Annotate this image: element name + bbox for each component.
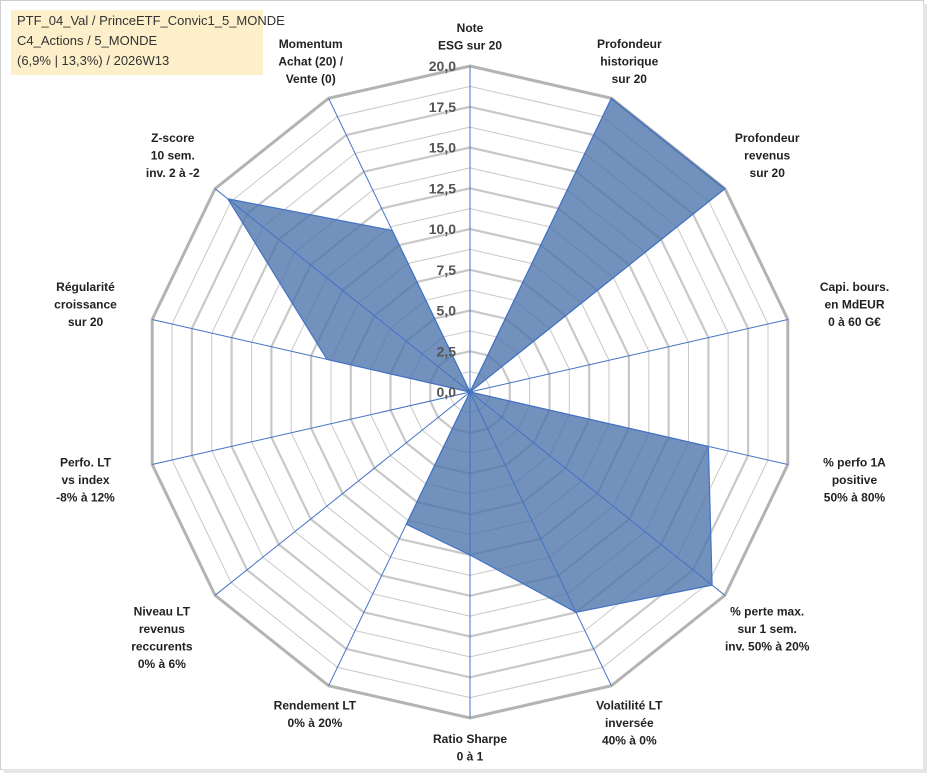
axis-label-line: -8% à 12% <box>56 491 115 505</box>
axis-label: Ratio Sharpe 0 à 1 <box>433 732 507 764</box>
axis-label-line: historique <box>600 55 658 69</box>
radial-tick-label: 2,5 <box>437 343 457 359</box>
axis-label-line: en MdEUR <box>825 298 885 312</box>
frame-shadow-bottom <box>4 769 927 773</box>
axis-label-line: Profondeur <box>597 37 662 51</box>
axis-label: Régularité croissance sur 20 <box>54 280 117 329</box>
axis-label-line: sur 20 <box>68 315 104 329</box>
radial-tick-label: 15,0 <box>429 140 456 156</box>
axis-label-line: inv. 2 à -2 <box>146 166 200 180</box>
axis-label-line: sur 20 <box>750 166 786 180</box>
axis-label-line: sur 20 <box>612 72 648 86</box>
axis-label-line: revenus <box>744 148 790 162</box>
data-series-area <box>227 97 726 613</box>
axis-label-line: croissance <box>54 298 117 312</box>
axis-label-line: Note <box>457 21 484 35</box>
axis-label-line: Niveau LT <box>134 605 191 619</box>
radial-tick-label: 17,5 <box>429 99 456 115</box>
axis-label-line: 0 à 1 <box>457 750 484 764</box>
radar-axis-spoke <box>469 319 788 393</box>
title-line-1: PTF_04_Val / PrinceETF_Convic1_5_MONDE <box>17 13 285 28</box>
axis-label: % perte max. sur 1 sem. inv. 50% à 20% <box>725 605 810 654</box>
axis-label: Momentum Achat (20) / Vente (0) <box>278 37 343 86</box>
radar-axis-spoke <box>214 391 471 596</box>
axis-label-line: positive <box>832 473 878 487</box>
frame-shadow-right <box>923 4 927 772</box>
radial-tick-label: 20,0 <box>429 58 456 74</box>
axis-label: Z-score 10 sem. inv. 2 à -2 <box>146 131 200 180</box>
radar-axis-spoke <box>214 188 471 393</box>
axis-label-line: 0% à 6% <box>138 657 186 671</box>
axis-label-line: inv. 50% à 20% <box>725 640 810 654</box>
axis-label: Capi. bours. en MdEUR 0 à 60 G€ <box>820 280 889 329</box>
axis-label: Niveau LT revenus reccurents 0% à 6% <box>131 605 193 672</box>
radar-axis-spoke <box>328 98 471 393</box>
axis-label-line: Vente (0) <box>286 72 336 86</box>
axis-label: Profondeur historique sur 20 <box>597 37 662 86</box>
axis-label-line: 40% à 0% <box>602 734 657 748</box>
axis-label-line: 10 sem. <box>151 148 195 162</box>
axis-label-line: 50% à 80% <box>824 491 886 505</box>
axis-label: Perfo. LT vs index -8% à 12% <box>56 456 115 505</box>
radar-axis-spoke <box>469 391 612 686</box>
radial-tick-label: 12,5 <box>429 180 456 196</box>
axis-label: Profondeur revenus sur 20 <box>735 131 800 180</box>
radar-axis-spoke <box>152 319 471 393</box>
radial-tick-label: 7,5 <box>437 262 457 278</box>
axis-label: Volatilité LT inversée 40% à 0% <box>596 699 663 748</box>
axis-label-line: Z-score <box>151 131 195 145</box>
axis-label-line: vs index <box>61 473 109 487</box>
axis-label-line: Capi. bours. <box>820 280 889 294</box>
axis-label-line: Momentum <box>279 37 343 51</box>
axis-label-line: Régularité <box>56 280 115 294</box>
axis-label-line: Achat (20) / <box>278 55 343 69</box>
axis-label-line: 0% à 20% <box>288 716 343 730</box>
axis-label-line: Ratio Sharpe <box>433 732 507 746</box>
radar-axis-spoke <box>469 391 788 465</box>
axis-label-line: Rendement LT <box>274 699 357 713</box>
radar-axis-spoke <box>152 391 471 465</box>
axis-label-line: % perfo 1A <box>823 456 886 470</box>
axis-label-line: Volatilité LT <box>596 699 663 713</box>
radial-tick-label: 0,0 <box>437 384 457 400</box>
title-line-2: C4_Actions / 5_MONDE <box>17 33 158 48</box>
radial-tick-label: 10,0 <box>429 221 456 237</box>
axis-label-line: Perfo. LT <box>60 456 112 470</box>
radar-axis-spoke <box>469 391 726 596</box>
axis-label-line: ESG sur 20 <box>438 39 502 53</box>
axis-label: % perfo 1A positive 50% à 80% <box>823 456 886 505</box>
axis-label-line: revenus <box>139 622 185 636</box>
axis-label: Rendement LT 0% à 20% <box>274 699 357 731</box>
radar-axis-spoke <box>328 391 471 686</box>
chart-title-box: PTF_04_Val / PrinceETF_Convic1_5_MONDE C… <box>11 10 285 75</box>
axis-label-line: reccurents <box>131 640 193 654</box>
radar-axis-spoke <box>469 188 726 393</box>
axis-label-line: Profondeur <box>735 131 800 145</box>
title-line-3: (6,9% | 13,3%) / 2026W13 <box>17 53 170 68</box>
axis-label-line: % perte max. <box>730 605 804 619</box>
axis-label-line: 0 à 60 G€ <box>828 315 881 329</box>
radar-axis-spoke <box>469 98 612 393</box>
axis-label-line: inversée <box>605 716 654 730</box>
axis-label: Note ESG sur 20 <box>438 21 502 53</box>
axis-label-line: sur 1 sem. <box>738 622 797 636</box>
radial-tick-label: 5,0 <box>437 303 457 319</box>
